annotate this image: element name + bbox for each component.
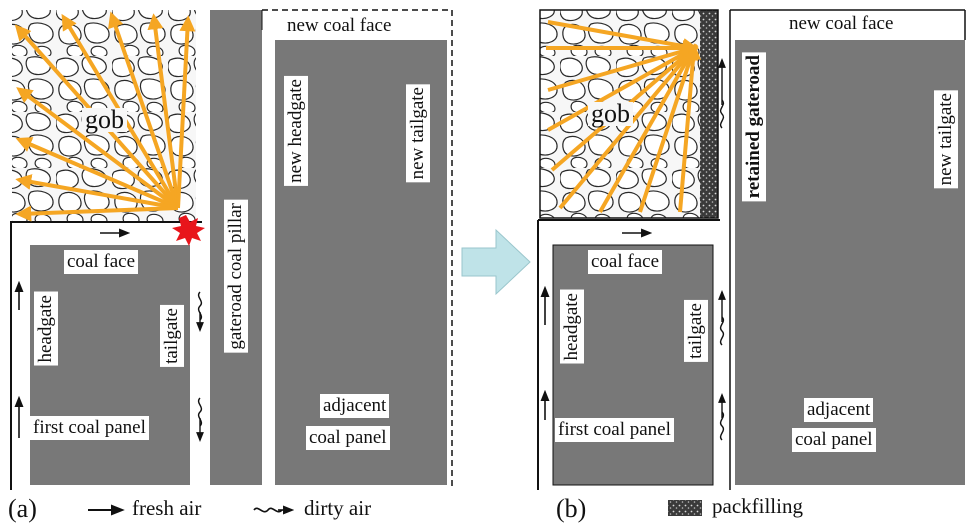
new-headgate-label-a: new headgate (284, 76, 308, 186)
new-coal-face-label-a: new coal face (284, 14, 395, 38)
gob-label-b: gob (588, 101, 633, 127)
new-coal-face-label-b: new coal face (786, 12, 897, 36)
legend-fresh-air: fresh air (132, 496, 202, 520)
coal-face-label-b: coal face (588, 250, 663, 274)
legend-packfilling: packfilling (712, 494, 803, 518)
coal-face-label-a: coal face (64, 250, 139, 274)
first-panel-label-b: first coal panel (555, 418, 674, 442)
packfilling-swatch-icon (668, 500, 702, 516)
gob-label-a: gob (82, 107, 127, 133)
adjacent-label-b-1: adjacent (804, 398, 874, 422)
legend-dirty-air: dirty air (304, 496, 372, 520)
red-star-icon (172, 215, 205, 246)
headgate-label-b: headgate (560, 290, 584, 364)
transition-arrow-icon (461, 228, 531, 296)
adjacent-label-a-2: coal panel (306, 426, 390, 450)
new-tailgate-label-b: new tailgate (934, 90, 958, 189)
first-coal-panel-b (552, 244, 714, 486)
packfilling-strip (700, 10, 718, 218)
tailgate-label-b: tailgate (684, 300, 708, 362)
new-tailgate-label-a: new tailgate (406, 84, 430, 183)
legend (88, 500, 702, 516)
panel-tag-a: (a) (8, 494, 37, 523)
adjacent-label-a-1: adjacent (320, 394, 390, 418)
first-panel-label-a: first coal panel (30, 416, 149, 440)
dirty-air-arrow-icon (253, 505, 295, 515)
adjacent-label-b-2: coal panel (792, 428, 876, 452)
pillar-label-a: gateroad coal pillar (224, 200, 248, 353)
retained-gateroad-label: retained gateroad (742, 52, 766, 202)
headgate-label-a: headgate (34, 292, 58, 366)
tailgate-label-a: tailgate (160, 305, 184, 367)
panel-tag-b: (b) (556, 494, 587, 523)
